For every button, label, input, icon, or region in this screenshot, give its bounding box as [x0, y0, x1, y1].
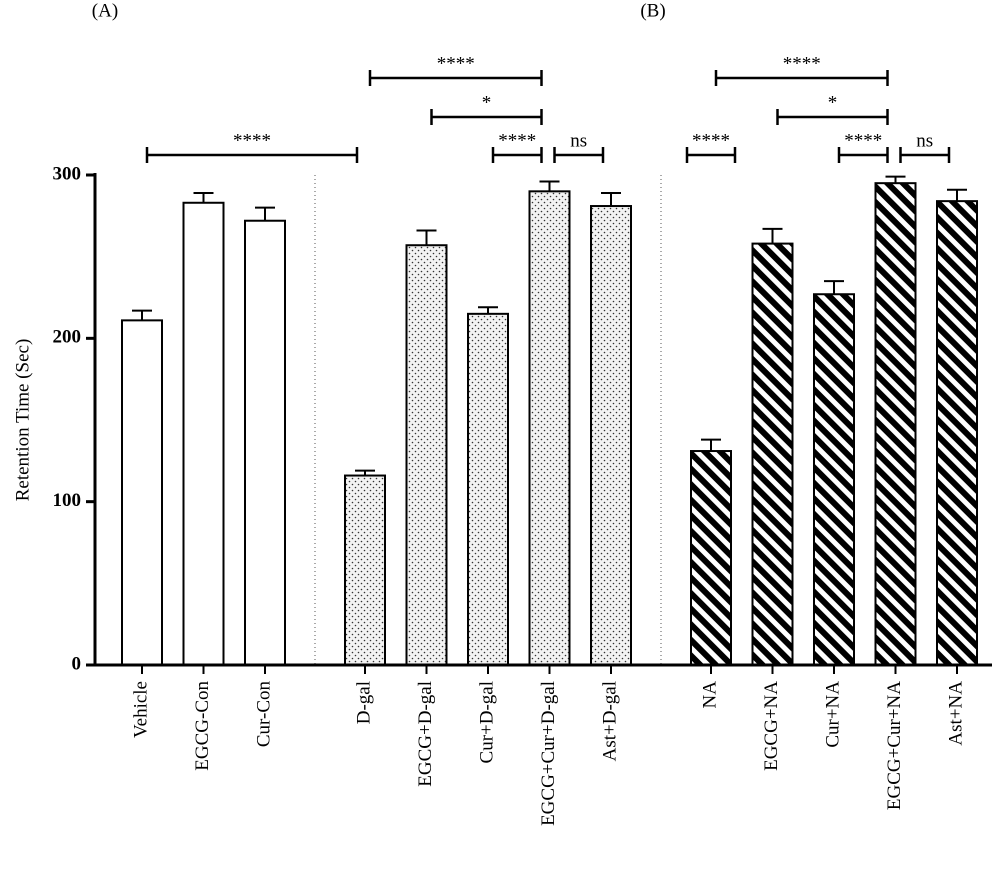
y-tick-label: 200 — [53, 327, 82, 348]
bar — [690, 450, 732, 666]
bar — [121, 319, 163, 666]
x-tick-label: EGCG+Cur+NA — [884, 681, 905, 810]
y-axis-label: Retention Time (Sec) — [12, 339, 33, 502]
bar — [813, 293, 855, 666]
bar — [751, 242, 794, 666]
significance-label: **** — [844, 130, 882, 151]
significance-label: ns — [916, 130, 933, 151]
bar — [405, 244, 448, 666]
bar — [467, 312, 509, 666]
x-tick-label: EGCG+NA — [761, 681, 782, 771]
significance-label: ns — [570, 130, 587, 151]
bar — [936, 200, 978, 666]
significance-label: **** — [692, 130, 730, 151]
x-tick-label: Cur+D-gal — [476, 681, 497, 763]
bar — [590, 205, 632, 667]
x-tick-label: NA — [699, 681, 720, 709]
bar — [244, 219, 286, 666]
panel-label: (A) — [92, 0, 118, 21]
y-tick-label: 100 — [53, 490, 82, 511]
x-tick-label: Vehicle — [130, 681, 151, 738]
significance-label: **** — [233, 130, 271, 151]
x-tick-label: EGCG-Con — [192, 681, 213, 771]
x-tick-label: EGCG+D-gal — [415, 681, 436, 787]
x-tick-label: Ast+NA — [945, 681, 966, 746]
bar — [344, 474, 386, 666]
significance-label: * — [482, 92, 492, 113]
bar — [182, 201, 225, 666]
significance-label: * — [828, 92, 838, 113]
x-tick-label: Cur-Con — [253, 681, 274, 748]
significance-label: **** — [783, 53, 821, 74]
x-tick-label: D-gal — [353, 681, 374, 724]
x-tick-label: Cur+NA — [822, 681, 843, 748]
x-tick-label: Ast+D-gal — [599, 681, 620, 761]
bar — [874, 182, 917, 667]
panel-label: (B) — [640, 0, 665, 21]
significance-label: **** — [498, 130, 536, 151]
significance-label: **** — [437, 53, 475, 74]
y-tick-label: 300 — [53, 163, 82, 184]
x-tick-label: EGCG+Cur+D-gal — [538, 681, 559, 826]
bar — [528, 190, 571, 666]
y-tick-label: 0 — [72, 653, 82, 674]
